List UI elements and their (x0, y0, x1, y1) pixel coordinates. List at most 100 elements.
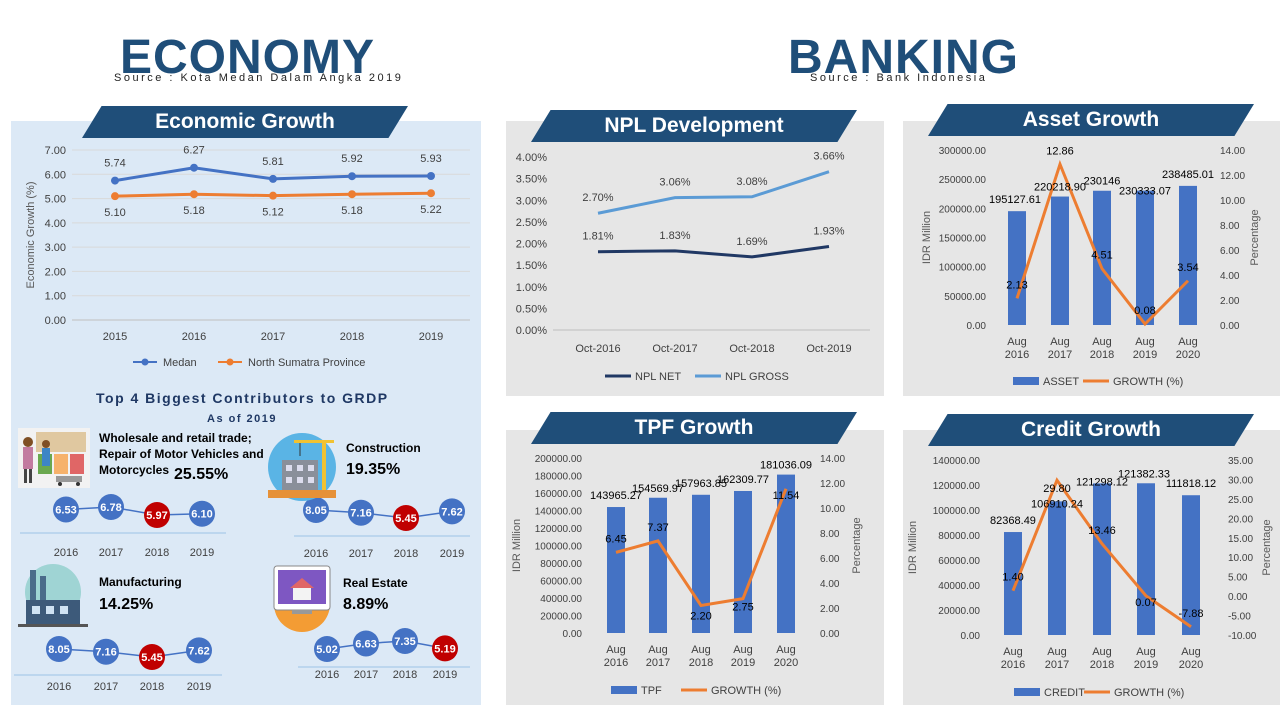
economic_growth-legend-label: North Sumatra Province (248, 357, 365, 369)
npl-ytick: 0.50% (516, 303, 547, 315)
contributor-value-label: 7.16 (95, 647, 116, 659)
contributor-value-bubble (144, 502, 170, 528)
contributor-value-bubble (186, 637, 212, 664)
contributor-wholesale-name: Wholesale and retail trade; Repair of Mo… (99, 431, 264, 477)
economy-panel (11, 121, 481, 705)
credit-banner-label: Credit Growth (1021, 418, 1161, 441)
tpf-y2tick: 10.00 (820, 504, 845, 515)
asset-y2tick: 0.00 (1220, 321, 1240, 332)
credit-bar (1182, 495, 1200, 635)
asset-ytick: 100000.00 (939, 263, 987, 274)
npl-ytick: 1.50% (516, 260, 547, 272)
contributor-value-label: 7.16 (350, 508, 371, 520)
credit-y2tick: 0.00 (1228, 592, 1248, 603)
asset-growth-label: 2.13 (1006, 279, 1027, 291)
economic_growth-xtick: 2016 (182, 331, 206, 343)
credit-bar-label: 106910.24 (1031, 498, 1083, 510)
tpf-growth-label: 6.45 (605, 533, 626, 545)
economy-title: ECONOMY (120, 31, 376, 84)
economic_growth-legend-marker (226, 358, 234, 366)
asset-y2tick: 10.00 (1220, 196, 1245, 207)
contributor-realestate-name: Real Estate (343, 576, 408, 590)
npl-ytick: 2.50% (516, 217, 547, 229)
npl-series-line (597, 245, 830, 259)
tpf-bar-label: 181036.09 (760, 460, 812, 472)
economic_growth-xtick: 2018 (340, 331, 364, 343)
asset-growth-label: 0.08 (1134, 305, 1155, 317)
asset-xtick-year: 2018 (1090, 349, 1114, 361)
asset-ytick: 50000.00 (944, 292, 986, 303)
tpf-growth-label: 7.37 (647, 522, 668, 534)
credit-y2tick: 20.00 (1228, 514, 1253, 525)
npl-ytick: 0.00% (516, 325, 547, 337)
npl-data-label: 1.69% (736, 236, 767, 248)
credit-growth-label: 1.40 (1002, 572, 1023, 584)
asset-panel (903, 121, 1280, 396)
contributor-year-label: 2016 (315, 669, 339, 681)
asset-legend-bar-swatch (1013, 377, 1039, 385)
economic_growth-ytick: 2.00 (45, 266, 66, 278)
credit-xtick-year: 2017 (1045, 659, 1069, 671)
npl-data-label: 3.06% (659, 177, 690, 189)
contributor-year-label: 2017 (94, 681, 118, 693)
tpf-growth-label: 2.75 (732, 602, 753, 614)
credit-ytick: 120000.00 (933, 481, 981, 492)
tpf-y2tick: 0.00 (820, 629, 840, 640)
asset-ylabel: IDR Million (921, 211, 933, 264)
asset-y2tick: 12.00 (1220, 171, 1245, 182)
credit-xtick-month: Aug (1181, 646, 1201, 658)
asset-growth-label: 12.86 (1046, 145, 1074, 157)
credit-ytick: 80000.00 (938, 531, 980, 542)
asset-bar-label: 238485.01 (1162, 169, 1214, 181)
credit-ytick: 20000.00 (938, 606, 980, 617)
asset-bar (1136, 190, 1154, 325)
contributor-value-label: 6.63 (355, 638, 376, 650)
npl-legend-label: NPL GROSS (725, 371, 789, 383)
contributor-value-bubble (432, 635, 458, 662)
asset-bar (1093, 190, 1111, 325)
credit-bar (1004, 532, 1022, 635)
tpf-ytick: 40000.00 (540, 594, 582, 605)
npl-legend-label: NPL NET (635, 371, 681, 383)
credit-xtick-year: 2016 (1001, 659, 1025, 671)
economic_growth-marker (111, 192, 119, 201)
contributor-value-bubble (348, 499, 374, 526)
asset-y2tick: 2.00 (1220, 296, 1240, 307)
credit-ytick: 140000.00 (933, 456, 981, 467)
contributor-year-label: 2017 (99, 547, 123, 559)
credit-ytick: 40000.00 (938, 581, 980, 592)
credit-ytick: 0.00 (961, 631, 981, 642)
tpf-legend-bar-label: TPF (641, 685, 662, 697)
credit-xtick-month: Aug (1003, 646, 1023, 658)
asset-xtick-month: Aug (1092, 336, 1112, 348)
contributor-year-label: 2016 (54, 547, 78, 559)
credit-bar-label: 121382.33 (1118, 468, 1170, 480)
tpf-xtick-month: Aug (776, 644, 796, 656)
contributor-construction-pct: 19.35% (346, 461, 401, 478)
economic_growth-xtick: 2017 (261, 331, 285, 343)
economic_growth-data-label: 5.81 (262, 156, 283, 168)
economic_growth-data-label: 5.92 (341, 153, 362, 165)
npl-banner-label: NPL Development (604, 114, 784, 137)
credit-y2label: Percentage (1261, 519, 1273, 575)
credit-growth-line (1011, 477, 1192, 628)
contributor-value-label: 6.10 (191, 509, 212, 521)
contributor-value-bubble (393, 505, 419, 531)
npl-ytick: 4.00% (516, 152, 547, 164)
npl-banner: NPL Development (531, 110, 857, 142)
tpf-ytick: 80000.00 (540, 559, 582, 570)
economic_growth-ytick: 1.00 (45, 291, 66, 303)
tpf-bar-label: 157963.85 (675, 478, 727, 490)
contributor-value-label: 6.53 (55, 504, 76, 516)
economic_growth-xtick: 2015 (103, 331, 127, 343)
tpf-xtick-year: 2017 (646, 657, 670, 669)
tpf-ytick: 100000.00 (535, 542, 583, 553)
contributor-value-label: 5.45 (395, 513, 416, 525)
credit-xtick-year: 2018 (1090, 659, 1114, 671)
tpf-legend-bar-swatch (611, 686, 637, 694)
contributor-value-label: 7.62 (441, 506, 462, 518)
credit-legend-bar-label: CREDIT (1044, 687, 1085, 699)
factory-icon (16, 562, 90, 628)
tpf-y2tick: 14.00 (820, 454, 845, 465)
tpf-ytick: 160000.00 (535, 489, 583, 500)
